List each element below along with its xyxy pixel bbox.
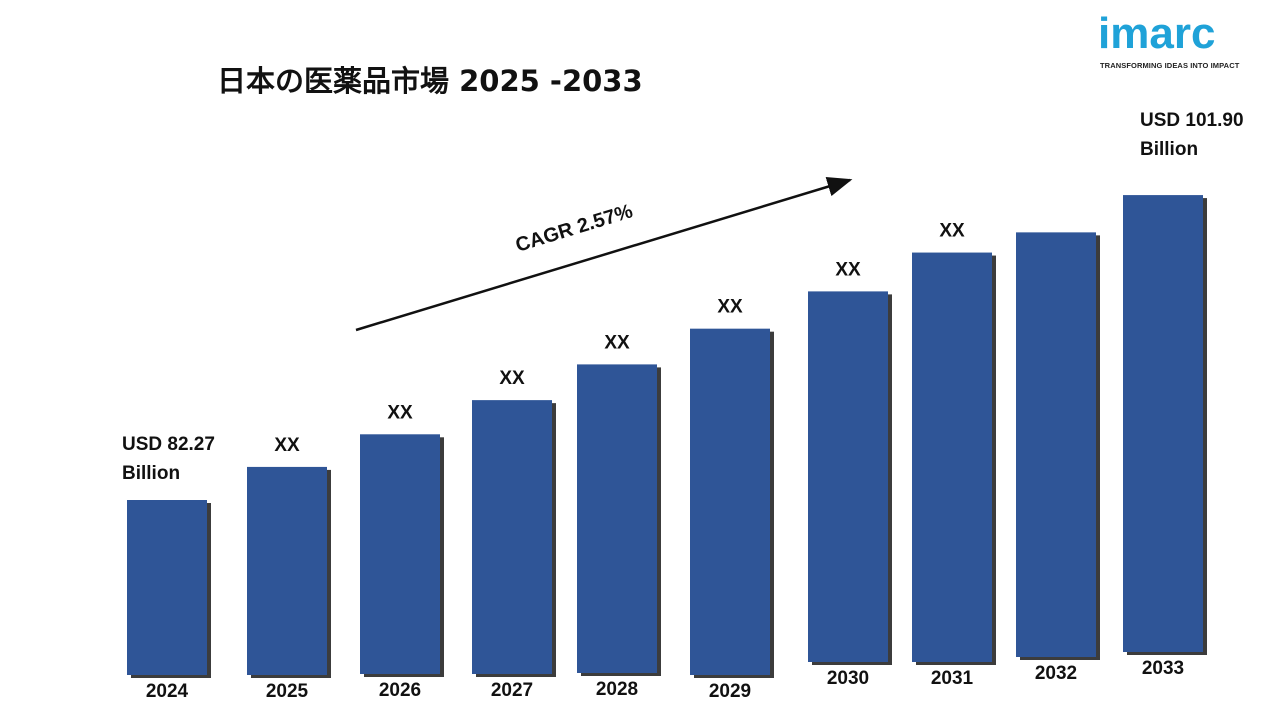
value-label-2030: XX <box>835 259 861 280</box>
value-label-2029: XX <box>717 297 743 318</box>
value-label-2026: XX <box>387 402 413 423</box>
category-label-2028: 2028 <box>596 679 638 700</box>
category-label-2031: 2031 <box>931 668 974 689</box>
bar-2025 <box>247 466 327 675</box>
category-label-2032: 2032 <box>1035 663 1077 684</box>
value-label-2024: USD 82.27 Billion <box>122 434 215 484</box>
bar-2028 <box>577 364 657 673</box>
cagr-arrow <box>355 176 853 332</box>
bars-group <box>127 195 1207 678</box>
bar-2030 <box>808 291 888 662</box>
cagr-label: CAGR 2.57% <box>513 200 635 257</box>
category-label-2029: 2029 <box>709 681 751 702</box>
logo-wordmark: imarc <box>1098 9 1216 58</box>
bar-2026 <box>360 434 440 674</box>
bar-2031 <box>912 252 992 663</box>
value-label-2028: XX <box>604 332 630 353</box>
value-label-2025: XX <box>274 435 300 456</box>
category-label-2030: 2030 <box>827 668 869 689</box>
bar-2027 <box>472 400 552 674</box>
category-label-2025: 2025 <box>266 681 309 702</box>
bar-2032 <box>1016 232 1096 657</box>
labels-group: 2024 USD 82.27 Billion 2025 XX 2026 XX 2027 XX 20… <box>122 110 1244 702</box>
bar-2029 <box>690 328 770 675</box>
value-label-2027: XX <box>499 368 525 389</box>
value-label-2031: XX <box>939 221 965 242</box>
category-label-2024: 2024 <box>146 681 189 702</box>
logo-tagline: TRANSFORMING IDEAS INTO IMPACT <box>1100 61 1240 70</box>
category-label-2033: 2033 <box>1142 658 1184 679</box>
chart-title: 日本の医薬品市場 2025 -2033 <box>217 64 643 98</box>
value-label-2033: USD 101.90 Billion <box>1140 110 1244 160</box>
category-label-2027: 2027 <box>491 680 533 701</box>
imarc-logo: imarc TRANSFORMING IDEAS INTO IMPACT <box>1098 6 1258 76</box>
bar-2024 <box>127 500 207 675</box>
bar-2033 <box>1123 195 1203 652</box>
category-label-2026: 2026 <box>379 680 421 701</box>
